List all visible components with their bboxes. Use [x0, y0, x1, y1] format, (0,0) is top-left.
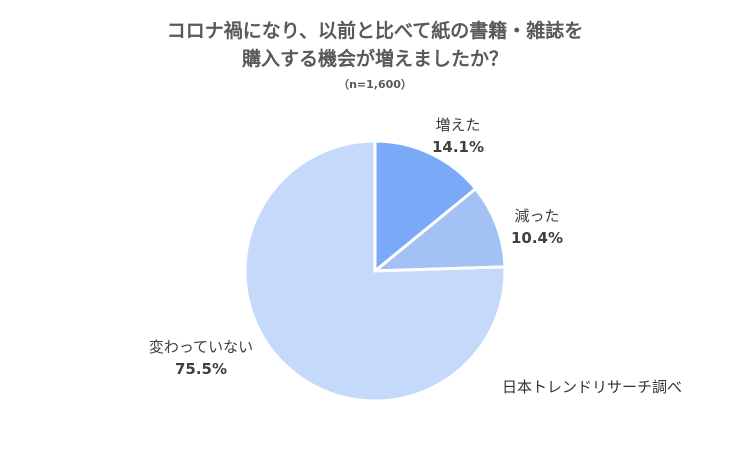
- chart-title-line2: 購入する機会が増えましたか？: [241, 48, 508, 70]
- slice-value-1: 14.1%: [432, 138, 484, 156]
- slice-value-2: 10.4%: [511, 229, 563, 247]
- pie-slice-3: [243, 139, 507, 403]
- slice-label-2: 減った: [514, 207, 559, 225]
- slice-label-1: 増えた: [435, 116, 480, 134]
- pie-slice-2: [370, 186, 507, 273]
- chart-title-line1: コロナ禍になり、以前と比べて紙の書籍・雑誌を: [166, 20, 584, 42]
- slice-value-3: 75.5%: [175, 360, 227, 378]
- pie-slice-1: [373, 139, 478, 275]
- source-credit: 日本トレンドリサーチ調べ: [502, 378, 683, 396]
- sample-size: （n=1,600）: [338, 78, 412, 91]
- slice-label-3: 変わっていない: [149, 338, 253, 356]
